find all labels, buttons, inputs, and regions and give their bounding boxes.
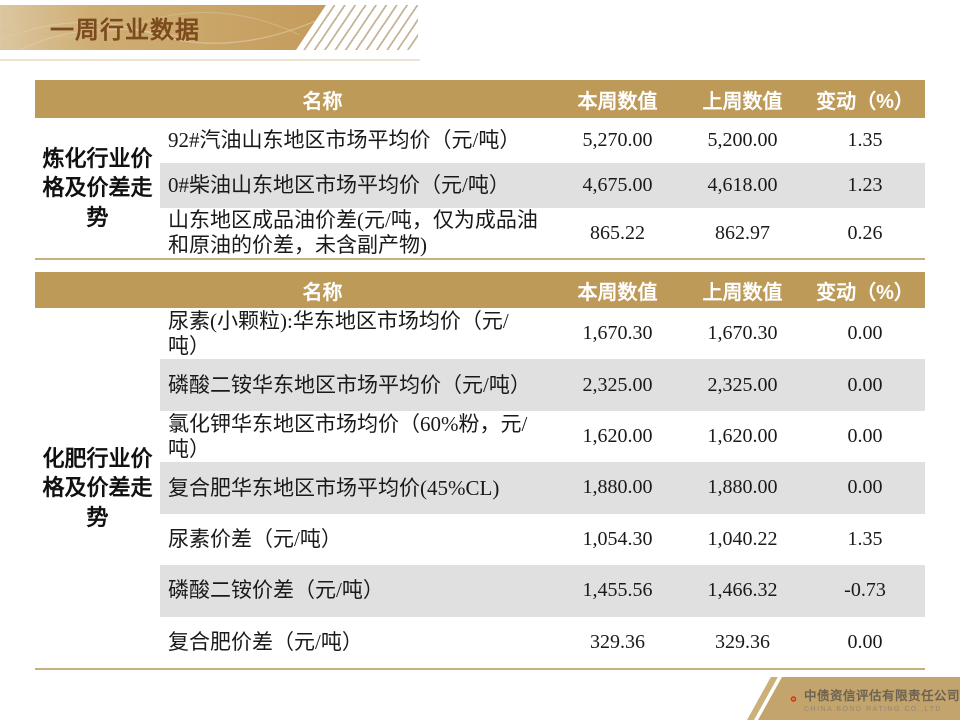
header-this-week: 本周数值 [577,281,658,304]
table-row: 尿素价差（元/吨） 1,054.30 1,040.22 1.35 [160,514,925,565]
last-week-value: 2,325.00 [707,373,778,396]
this-week-value: 865.22 [590,221,645,244]
change-value: 0.00 [847,373,883,396]
this-week-value: 1,054.30 [582,527,653,550]
change-value: 1.35 [847,527,883,550]
banner-curves-decoration [0,5,326,50]
banner-shadow-line [0,59,420,61]
indicator-name: 尿素(小颗粒):华东地区市场均价（元/吨） [168,308,509,358]
header-last-week: 上周数值 [702,90,783,113]
change-value: 0.00 [847,630,883,653]
company-name-cn: 中债资信评估有限责任公司 [803,688,960,703]
last-week-value: 1,670.30 [707,322,778,345]
last-week-value: 1,040.22 [707,527,778,550]
section-label-fertilizer: 化肥行业价格及价差走势 [35,308,160,668]
indicator-name: 复合肥华东地区市场平均价(45%CL) [168,475,500,500]
header-this-week: 本周数值 [577,90,658,113]
last-week-value: 5,200.00 [707,129,778,152]
indicator-name: 92#汽油山东地区市场平均价（元/吨） [168,128,521,153]
change-value: -0.73 [844,579,886,602]
header-name: 名称 [302,281,343,304]
header-change: 变动（%） [816,90,914,113]
change-value: 0.26 [847,221,883,244]
footer-band: 中债资信评估有限责任公司 CHINA BOND RATING CO.,LTD [758,677,960,720]
indicator-name: 磷酸二铵价差（元/吨） [168,578,384,603]
fertilizer-price-table: 名称 本周数值 上周数值 变动（%） 化肥行业价格及价差走势 尿素(小颗粒):华… [35,272,925,670]
indicator-name: 磷酸二铵华东地区市场平均价（元/吨） [168,372,531,397]
table-row: 氯化钾华东地区市场均价（60%粉，元/吨） 1,620.00 1,620.00 … [160,411,925,462]
indicator-name: 0#柴油山东地区市场平均价（元/吨） [168,173,510,198]
table-header-row: 名称 本周数值 上周数值 变动（%） [35,272,925,308]
header-name: 名称 [302,90,343,113]
this-week-value: 2,325.00 [582,373,653,396]
change-value: 1.35 [847,129,883,152]
table-row: 92#汽油山东地区市场平均价（元/吨） 5,270.00 5,200.00 1.… [160,118,925,163]
table-row: 山东地区成品油价差(元/吨，仅为成品油和原油的价差，未含副产物) 865.22 … [160,208,925,258]
table-row: 0#柴油山东地区市场平均价（元/吨） 4,675.00 4,618.00 1.2… [160,163,925,209]
change-value: 1.23 [847,174,883,197]
table-row: 复合肥华东地区市场平均价(45%CL) 1,880.00 1,880.00 0.… [160,462,925,514]
company-name-en: CHINA BOND RATING CO.,LTD [803,705,942,713]
this-week-value: 1,670.30 [582,322,653,345]
indicator-name: 尿素价差（元/吨） [168,527,342,552]
title-banner: 一周行业数据 [0,5,326,50]
last-week-value: 1,466.32 [707,579,778,602]
this-week-value: 4,675.00 [582,174,653,197]
table-header-row: 名称 本周数值 上周数值 变动（%） [35,80,925,118]
change-value: 0.00 [847,322,883,345]
this-week-value: 1,620.00 [582,425,653,448]
indicator-name: 复合肥价差（元/吨） [168,629,363,654]
china-bond-rating-logo-icon [790,695,797,702]
this-week-value: 1,455.56 [582,579,653,602]
change-value: 0.00 [847,476,883,499]
last-week-value: 1,880.00 [707,476,778,499]
last-week-value: 1,620.00 [707,425,778,448]
section-label-refining: 炼化行业价格及价差走势 [35,118,160,258]
table-row: 磷酸二铵价差（元/吨） 1,455.56 1,466.32 -0.73 [160,565,925,617]
change-value: 0.00 [847,425,883,448]
this-week-value: 1,880.00 [582,476,653,499]
last-week-value: 329.36 [715,630,770,653]
table-row: 复合肥价差（元/吨） 329.36 329.36 0.00 [160,617,925,668]
last-week-value: 862.97 [715,221,770,244]
last-week-value: 4,618.00 [707,174,778,197]
header-change: 变动（%） [816,281,914,304]
header-last-week: 上周数值 [702,281,783,304]
indicator-name: 氯化钾华东地区市场均价（60%粉，元/吨） [168,411,528,461]
table-row: 磷酸二铵华东地区市场平均价（元/吨） 2,325.00 2,325.00 0.0… [160,359,925,411]
this-week-value: 329.36 [590,630,645,653]
this-week-value: 5,270.00 [582,129,653,152]
table-row: 尿素(小颗粒):华东地区市场均价（元/吨） 1,670.30 1,670.30 … [160,308,925,359]
indicator-name: 山东地区成品油价差(元/吨，仅为成品油和原油的价差，未含副产物) [168,208,538,258]
page-title: 一周行业数据 [50,17,200,44]
refining-price-table: 名称 本周数值 上周数值 变动（%） 炼化行业价格及价差走势 92#汽油山东地区… [35,80,925,260]
